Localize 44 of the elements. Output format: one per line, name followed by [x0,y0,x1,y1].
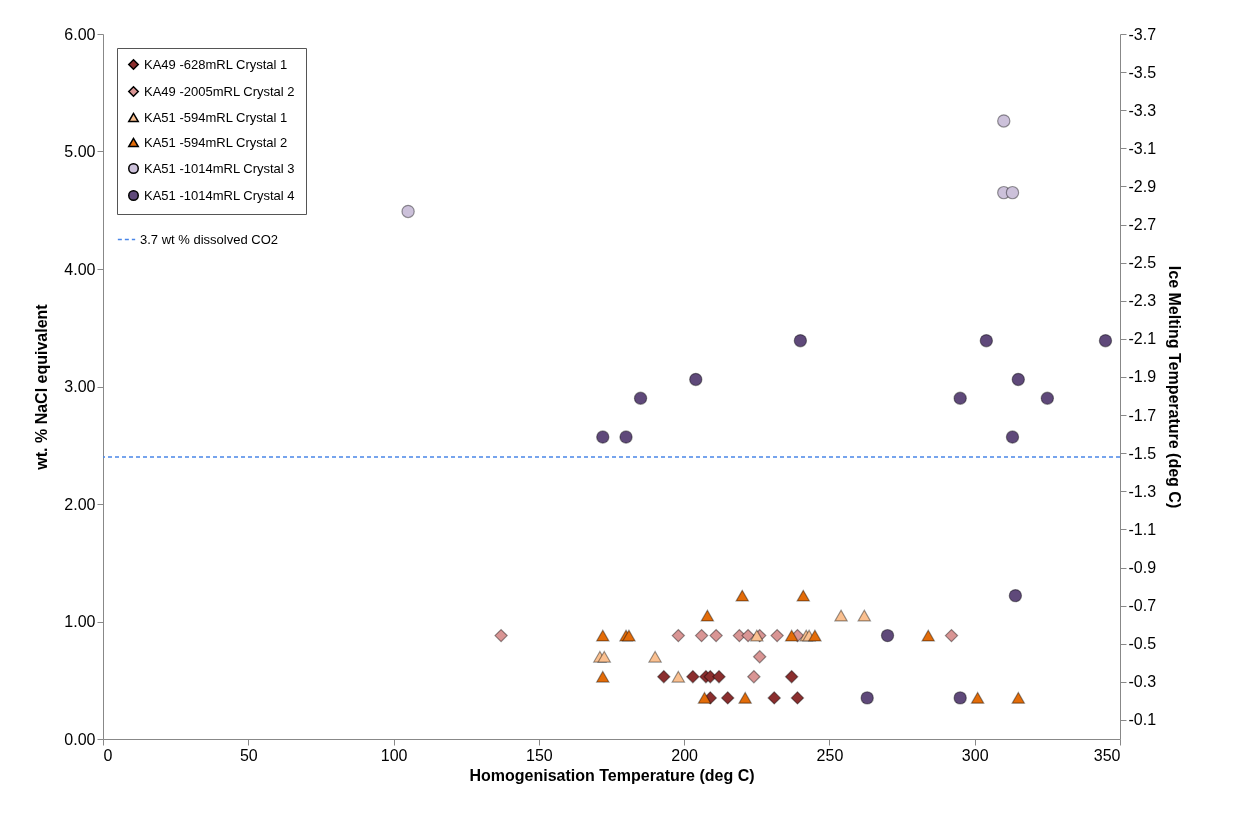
legend-label: KA51 -594mRL Crystal 2 [144,134,288,150]
y2-tick-label: -2.5 [1128,254,1157,272]
legend-label: KA51 -1014mRL Crystal 4 [144,187,295,203]
y-tick-label: 6.00 [64,25,96,43]
y2-tick-label: -3.1 [1128,139,1157,157]
y2-tick-label: -2.1 [1128,330,1157,348]
x-tick-label: 200 [671,746,699,764]
legend-label: KA49 -2005mRL Crystal 2 [144,83,295,99]
x-tick-label: 250 [816,746,844,764]
x-axis-title: Homogenisation Temperature (deg C) [469,766,755,784]
legend-label: 3.7 wt % dissolved CO2 [140,231,279,247]
legend-label: KA51 -594mRL Crystal 1 [144,109,288,125]
y-tick-label: 0.00 [64,730,96,748]
y2-tick-label: -2.9 [1128,177,1157,195]
y2-axis-title: Ice Melting Temperature (deg C) [1166,265,1184,509]
x-tick-label: 100 [380,746,408,764]
x-tick-label: 350 [1093,746,1121,764]
legend-label: KA49 -628mRL Crystal 1 [144,56,288,72]
y2-tick-label: -1.3 [1128,482,1157,500]
y2-tick-label: -0.9 [1128,559,1157,577]
y-tick-label: 3.00 [64,378,96,395]
y2-tick-label: -0.3 [1128,673,1157,691]
y-tick-label: 5.00 [64,143,96,160]
y2-tick-label: -1.7 [1128,406,1157,424]
y2-tick-label: -1.1 [1128,520,1157,538]
y2-tick-label: -2.7 [1128,216,1157,234]
y-axis-title: wt. % NaCl equivalent [33,303,51,471]
y2-tick-label: -0.7 [1128,597,1157,615]
y2-tick-label: -2.3 [1128,292,1157,310]
y2-tick-label: -3.3 [1128,101,1157,119]
y2-tick-label: -3.5 [1128,63,1157,81]
y2-tick-label: -1.9 [1128,368,1157,386]
y2-tick-label: -0.1 [1128,711,1157,729]
y-tick-label: 4.00 [64,260,96,278]
x-tick-label: 0 [103,746,113,764]
x-tick-label: 300 [961,746,989,764]
y-tick-label: 2.00 [64,495,96,513]
y2-tick-label: -0.5 [1128,635,1157,653]
legend-label: KA51 -1014mRL Crystal 3 [144,160,295,176]
y-tick-label: 1.00 [64,613,96,630]
y2-tick-label: -1.5 [1128,444,1157,462]
y2-tick-label: -3.7 [1128,25,1157,43]
x-tick-label: 50 [239,746,258,764]
x-tick-label: 150 [526,746,553,764]
